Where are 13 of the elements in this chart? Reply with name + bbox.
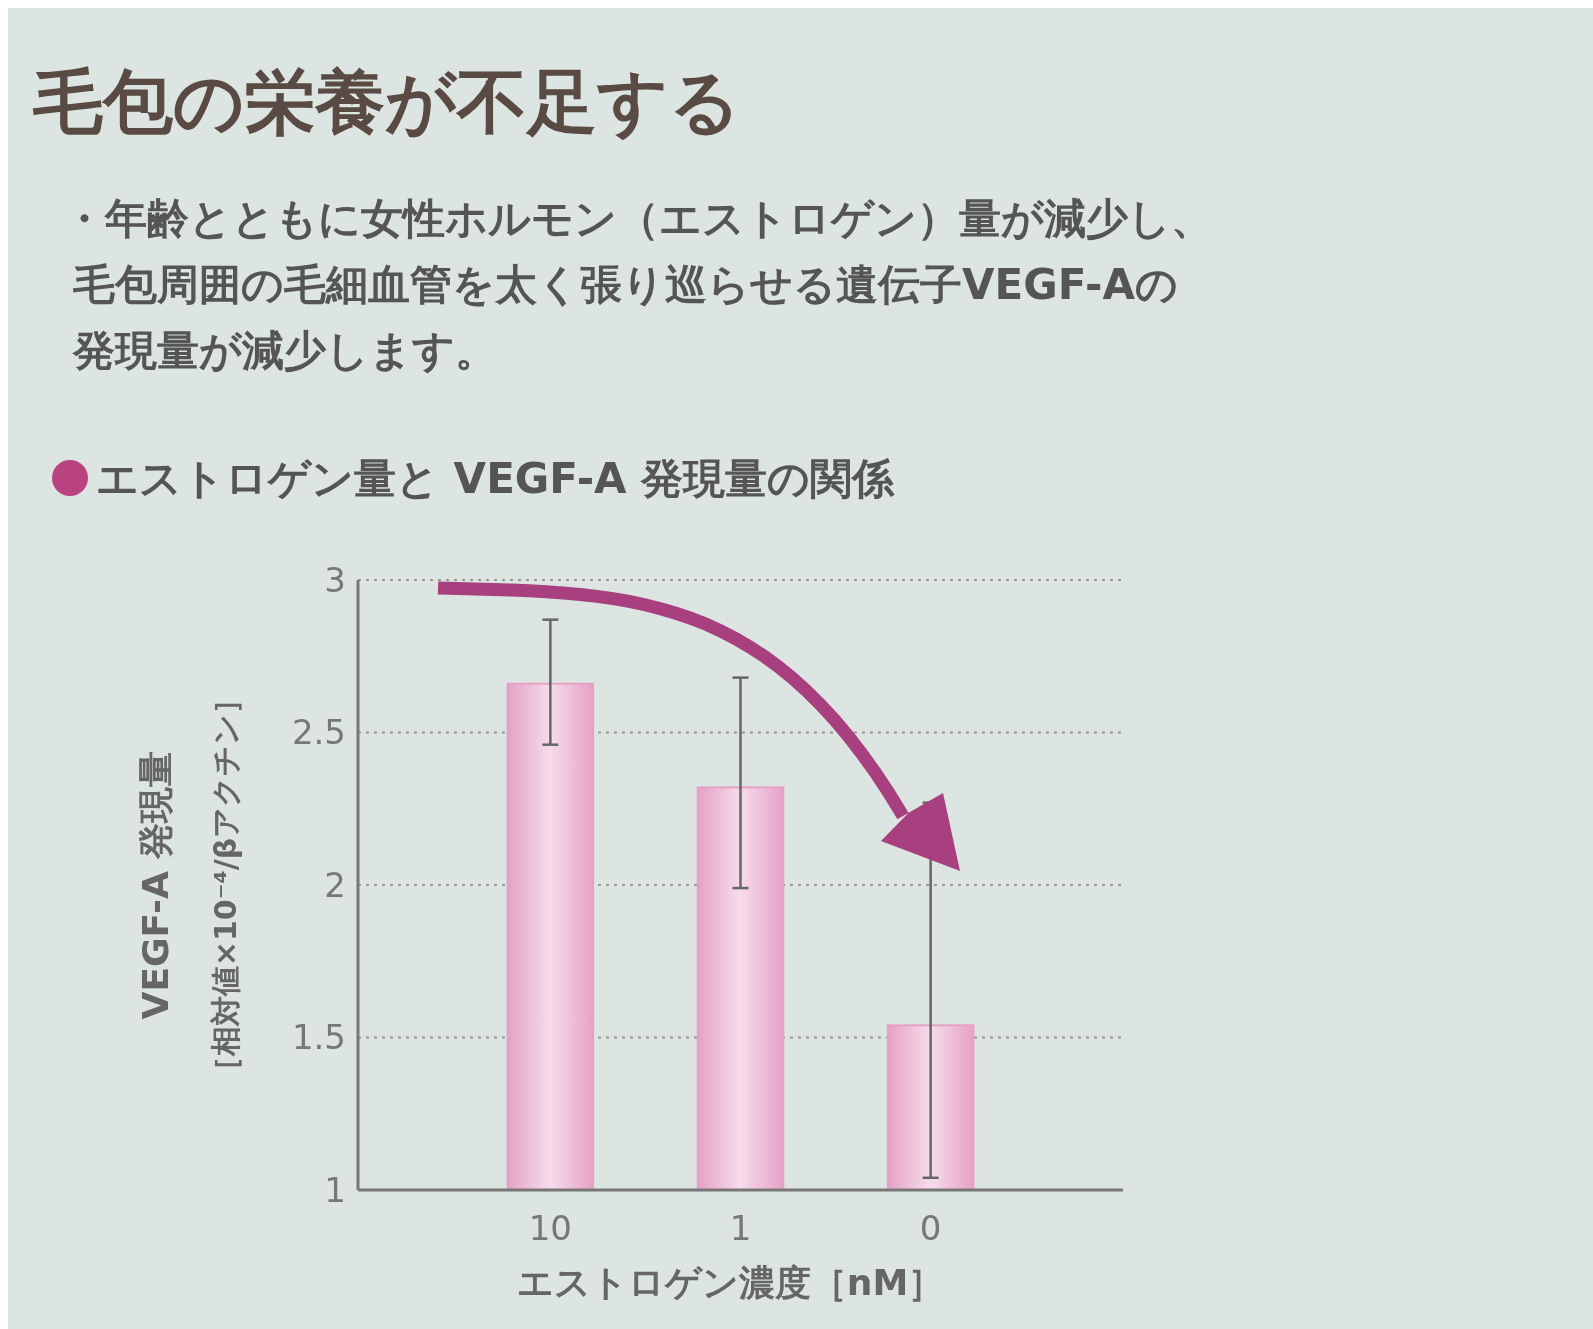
chart-subtitle: ・年齢とともに女性ホルモン（エストロゲン）量が減少し、毛包周囲の毛細血管を太く張り巡らせる遺伝子VEGF-Aの発現量が減少します。 [63,194,1213,375]
x-axis-title: エストロゲン濃度［nM］ [516,1262,945,1303]
x-tick-label: 1 [729,1208,752,1248]
chart-title: 毛包の栄養が不足する [32,61,741,143]
y-tick-label: 3 [324,559,346,600]
y-axis-title: VEGF-A 発現量［相対値×10⁻⁴/βアクチン］ [135,683,243,1087]
y-tick-label: 1 [324,1169,346,1210]
x-tick-label: 10 [528,1208,572,1248]
y-tick-label: 2 [324,864,346,905]
y-tick-label: 2.5 [291,712,346,753]
y-tick-label: 1.5 [291,1017,346,1058]
x-tick-label: 0 [919,1208,942,1248]
text: エストロゲン量と VEGF-A 発現量の関係 [96,454,896,503]
